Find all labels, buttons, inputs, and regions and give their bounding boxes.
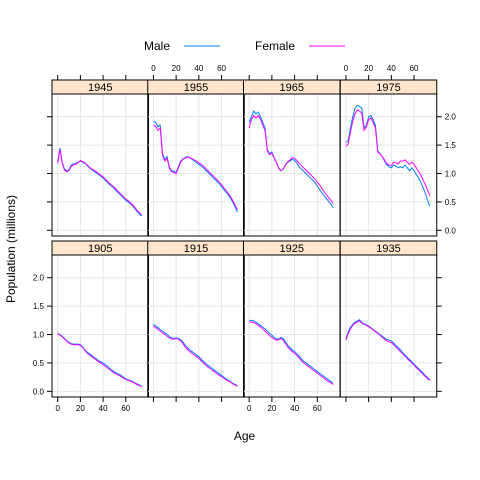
strip-label: 1905 [88, 243, 112, 255]
x-tick-label: 0 [151, 64, 156, 73]
series-line-female [153, 325, 238, 387]
panel-1925: 1925 [243, 240, 341, 398]
panel-border [147, 254, 245, 398]
series-line-male [345, 319, 431, 381]
panel-1915: 1915 [147, 240, 245, 398]
series-line-female [248, 114, 334, 204]
panel-border [147, 93, 245, 237]
panel-border [51, 93, 149, 237]
strip-label: 1965 [280, 82, 304, 94]
x-tick-label: 20 [267, 404, 276, 413]
y-tick-label: 1.0 [445, 170, 457, 179]
strip-label: 1955 [184, 82, 208, 94]
panel-border [51, 254, 149, 398]
panel-1935: 1935 [339, 240, 438, 398]
y-tick-label: 0.5 [33, 359, 45, 368]
legend-label-female: Female [255, 39, 295, 53]
x-tick-label: 40 [290, 404, 299, 413]
y-tick-label: 1.5 [33, 302, 45, 311]
x-tick-label: 60 [313, 404, 322, 413]
strip-label: 1945 [88, 82, 112, 94]
strip-label: 1935 [376, 243, 400, 255]
x-tick-label: 60 [217, 64, 226, 73]
x-tick-label: 0 [55, 404, 60, 413]
panel-1905: 1905 [51, 240, 149, 398]
x-tick-label: 20 [76, 404, 85, 413]
series-line-female [153, 124, 238, 211]
y-tick-label: 1.0 [33, 331, 45, 340]
y-tick-label: 2.0 [33, 274, 45, 283]
series-line-male [248, 110, 334, 208]
legend-label-male: Male [144, 39, 170, 53]
panel-1945: 1945 [51, 79, 149, 237]
panel-border [243, 254, 341, 398]
series-line-male [153, 323, 238, 387]
y-tick-label: 0.0 [33, 387, 45, 396]
x-tick-label: 60 [121, 404, 130, 413]
panel-1955: 1955 [147, 79, 245, 237]
series-line-male [57, 332, 142, 387]
y-tick-label: 2.0 [445, 113, 457, 122]
series-line-female [249, 321, 334, 385]
series-line-female [57, 149, 143, 216]
series-line-female [345, 109, 431, 197]
x-tick-label: 40 [194, 64, 203, 73]
series-line-female [345, 320, 431, 381]
x-tick-label: 20 [364, 64, 373, 73]
series-line-male [57, 147, 143, 217]
strip-label: 1925 [280, 243, 304, 255]
y-tick-label: 1.5 [445, 141, 457, 150]
panel-1975: 1975 [339, 79, 438, 237]
x-tick-label: 40 [99, 404, 108, 413]
strip-label: 1975 [376, 82, 400, 94]
y-axis-title: Population (millions) [4, 195, 18, 303]
x-tick-label: 40 [387, 64, 396, 73]
x-axis-title: Age [234, 429, 256, 443]
panel-border [339, 93, 438, 237]
x-tick-label: 0 [247, 404, 252, 413]
legend: Male Female [144, 39, 345, 53]
strip-label: 1915 [184, 243, 208, 255]
x-tick-label: 20 [172, 64, 181, 73]
series-line-male [249, 319, 334, 384]
x-tick-label: 60 [410, 64, 419, 73]
y-tick-label: 0.5 [445, 198, 457, 207]
panel-border [339, 254, 438, 398]
y-tick-label: 0.0 [445, 226, 457, 235]
series-line-female [57, 333, 142, 388]
series-line-male [153, 120, 238, 213]
series-line-male [345, 104, 431, 207]
panel-1965: 1965 [243, 79, 341, 237]
x-tick-label: 0 [344, 64, 349, 73]
